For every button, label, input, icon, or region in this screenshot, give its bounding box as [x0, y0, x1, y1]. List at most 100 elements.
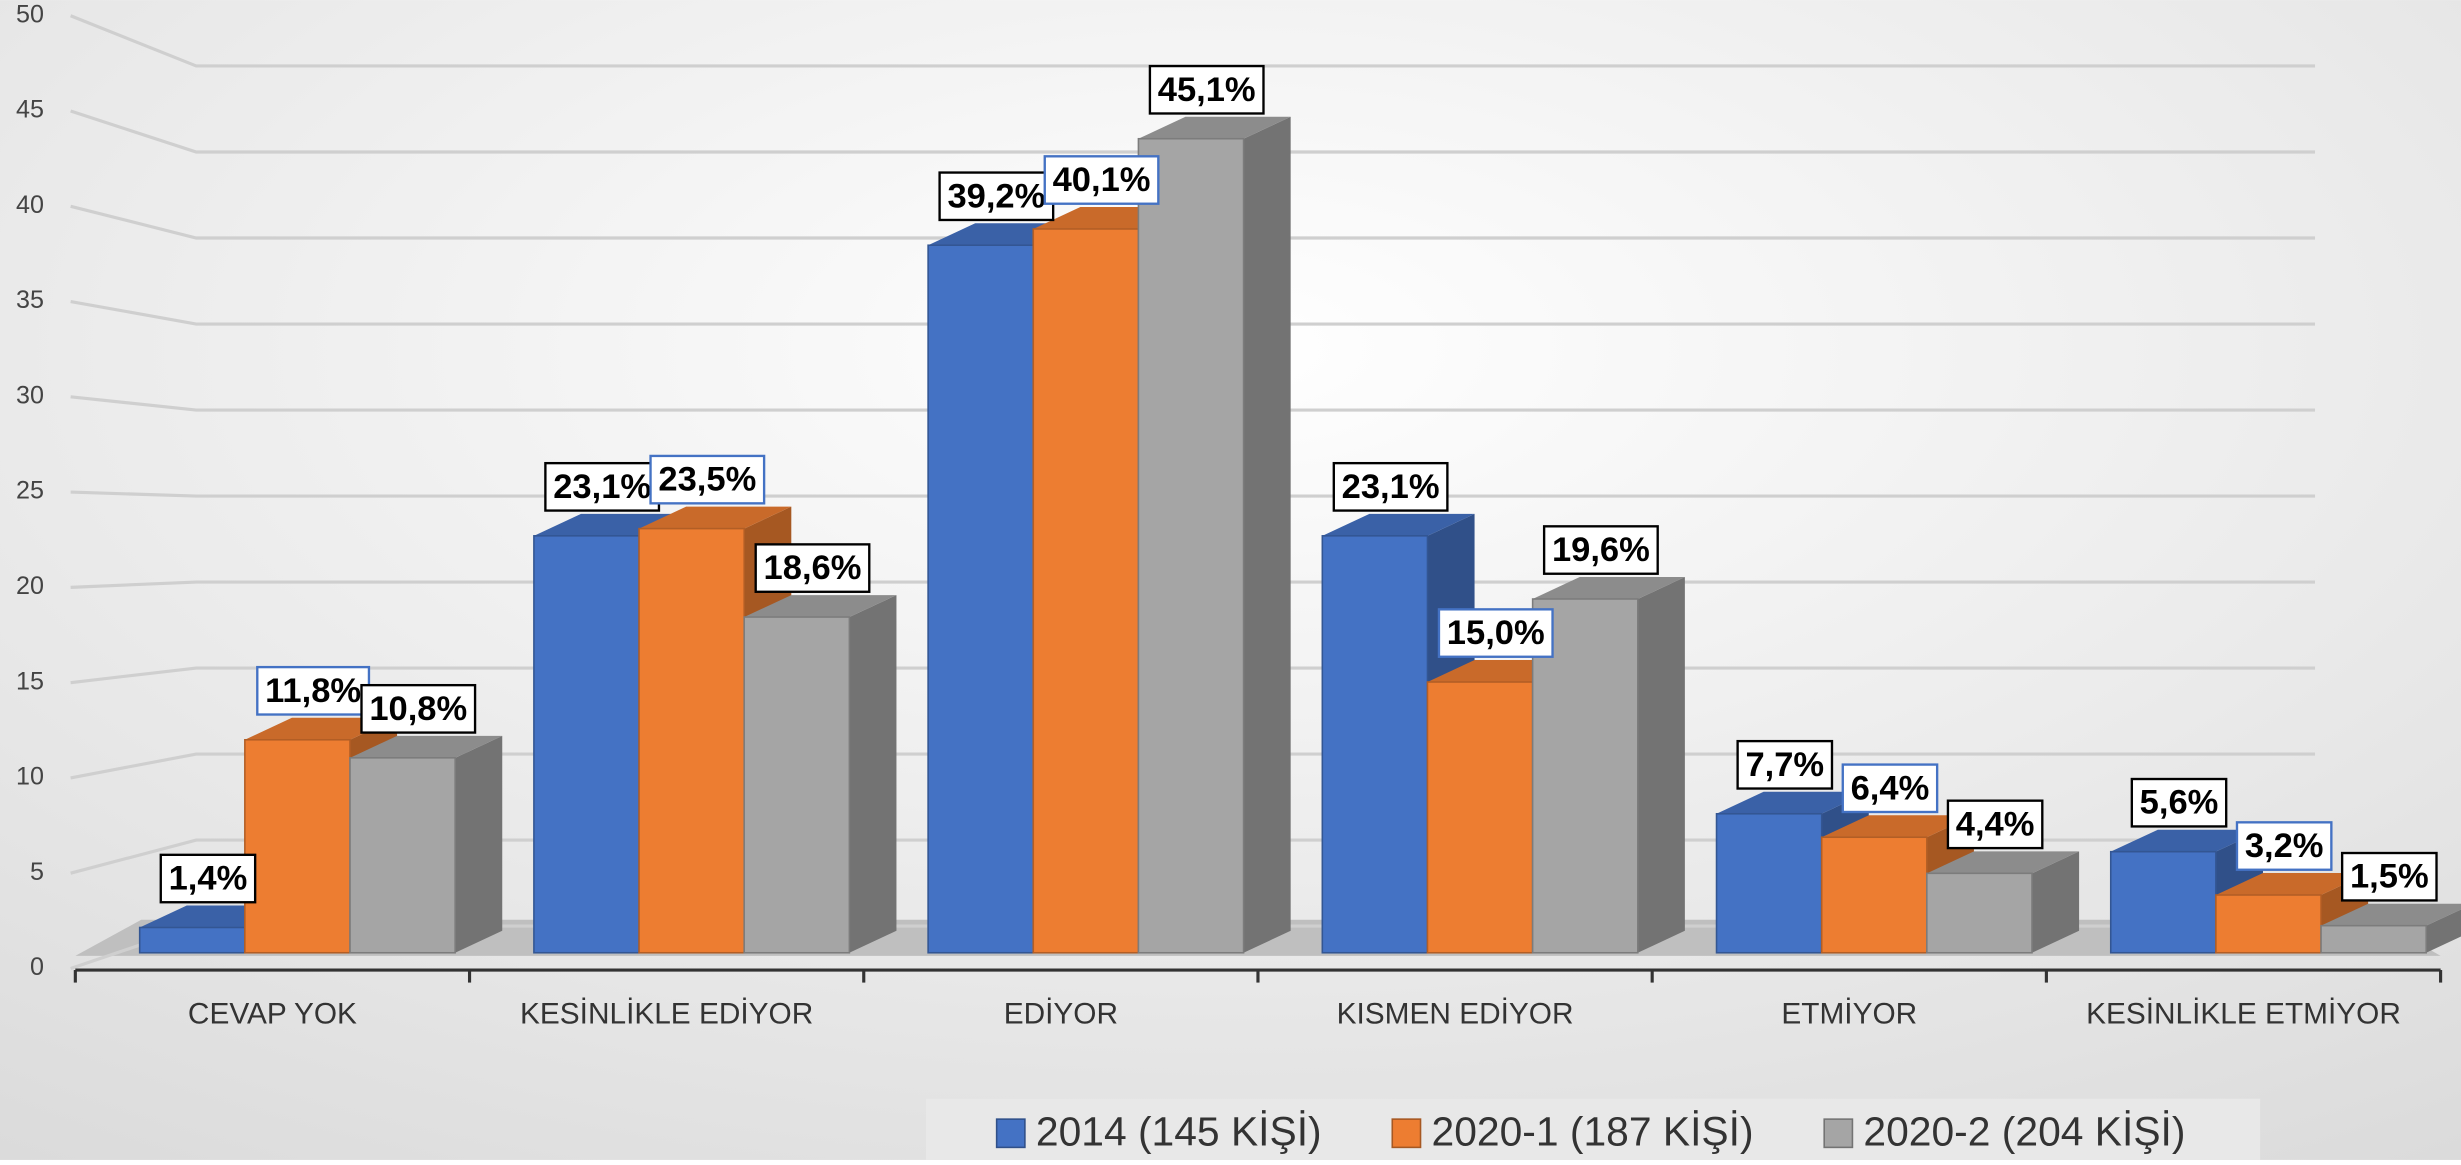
bar — [1321, 535, 1429, 954]
value-label: 18,6% — [764, 549, 862, 587]
bar-side — [1243, 116, 1291, 953]
value-label-group: 23,5% — [649, 454, 766, 505]
x-tick-label: KESİNLİKLE EDİYOR — [520, 997, 813, 1030]
grid-line — [70, 14, 2316, 68]
bar — [1715, 812, 1823, 954]
value-label: 15,0% — [1447, 614, 1545, 652]
value-label-box — [649, 454, 766, 505]
legend-label: 2014 (145 KİŞİ) — [1036, 1109, 1322, 1155]
bar-top — [350, 735, 503, 758]
bar-side — [849, 595, 897, 953]
grid-line — [70, 395, 2316, 412]
y-tick-label: 10 — [16, 763, 44, 791]
value-label-group: 11,8% — [256, 665, 371, 716]
legend-label: 2020-1 (187 KİŞİ) — [1432, 1109, 1754, 1155]
grid-line — [70, 300, 2316, 326]
bar-top — [1821, 815, 1974, 838]
value-label: 4,4% — [1956, 805, 2035, 843]
value-label: 19,6% — [1552, 531, 1650, 569]
value-label: 23,1% — [553, 468, 651, 506]
y-tick-label: 15 — [16, 667, 44, 695]
y-tick-label: 35 — [16, 286, 44, 314]
value-label-box — [2235, 821, 2333, 871]
bar — [1926, 872, 2033, 954]
value-label-box — [1841, 763, 1939, 814]
bar-side — [455, 735, 503, 953]
bar — [1137, 137, 1245, 954]
value-label-box — [754, 543, 871, 593]
bar-top — [1138, 116, 1291, 139]
value-label-group: 5,6% — [2130, 777, 2228, 828]
y-tick-label: 5 — [30, 858, 44, 886]
value-label: 6,4% — [1851, 769, 1930, 807]
value-label-group: 1,4% — [159, 853, 257, 904]
value-label: 1,5% — [2350, 858, 2429, 896]
value-label-group: 40,1% — [1043, 155, 1160, 205]
bar-side — [1637, 577, 1685, 953]
bar — [1032, 228, 1140, 954]
value-label-box — [1148, 64, 1265, 115]
y-tick-label: 40 — [16, 191, 44, 219]
bar-top — [244, 717, 398, 740]
value-label-group: 7,7% — [1736, 739, 1834, 790]
bar — [244, 738, 351, 954]
bar — [349, 757, 456, 954]
value-label: 7,7% — [1745, 746, 1824, 784]
value-label-box — [1946, 799, 2044, 850]
value-label-box — [1542, 525, 1659, 575]
value-label-group: 15,0% — [1437, 608, 1554, 658]
value-label-box — [1332, 461, 1449, 512]
x-tick-label: CEVAP YOK — [188, 997, 357, 1030]
legend-box — [926, 1098, 2261, 1160]
value-label-group: 45,1% — [1148, 64, 1265, 115]
bar — [927, 244, 1035, 954]
bar — [743, 616, 851, 954]
value-label: 3,2% — [2245, 827, 2324, 865]
value-label-group: 6,4% — [1841, 763, 1939, 814]
bar-top — [1322, 513, 1475, 536]
value-label-group: 3,2% — [2235, 821, 2333, 871]
value-label: 11,8% — [265, 672, 361, 710]
bar-top — [1926, 851, 2080, 874]
value-label-box — [1437, 608, 1554, 658]
bar — [1820, 836, 1928, 954]
bar-side — [2426, 909, 2461, 953]
y-tick-label: 30 — [16, 381, 44, 409]
legend-swatch — [1391, 1118, 1422, 1149]
bar — [533, 535, 640, 954]
bar-top — [2321, 903, 2461, 926]
value-label-box — [2340, 851, 2438, 902]
x-tick-label: EDİYOR — [1004, 997, 1118, 1030]
bar-top — [2110, 829, 2263, 852]
legend-swatch — [995, 1118, 1026, 1149]
bar-top — [1716, 791, 1869, 814]
bar — [638, 527, 745, 954]
y-tick-label: 20 — [16, 572, 44, 600]
bar-side — [2031, 851, 2080, 953]
bar-top — [744, 595, 897, 618]
bar-top — [2215, 873, 2369, 896]
x-tick-label: KISMEN EDİYOR — [1337, 997, 1574, 1030]
grid-line — [70, 490, 2316, 498]
value-label: 23,5% — [658, 461, 756, 499]
bar — [2320, 924, 2427, 954]
bar-top — [639, 506, 792, 529]
x-tick-label: ETMİYOR — [1781, 997, 1917, 1030]
y-tick-label: 50 — [16, 0, 44, 28]
value-label: 1,4% — [169, 860, 248, 898]
value-label: 40,1% — [1053, 161, 1151, 199]
value-label-group: 1,5% — [2340, 851, 2438, 902]
bar-top — [1532, 577, 1685, 599]
value-label-group: 18,6% — [754, 543, 871, 593]
value-label: 39,2% — [947, 177, 1045, 215]
value-label-group: 23,1% — [544, 461, 661, 512]
bar — [2215, 894, 2322, 954]
value-label-box — [1043, 155, 1160, 205]
value-label: 10,8% — [369, 690, 467, 728]
grid-line — [70, 109, 2316, 154]
bar — [2109, 850, 2217, 954]
x-tick-label: KESİNLİKLE ETMİYOR — [2086, 997, 2401, 1030]
value-label-box — [1736, 739, 1834, 790]
